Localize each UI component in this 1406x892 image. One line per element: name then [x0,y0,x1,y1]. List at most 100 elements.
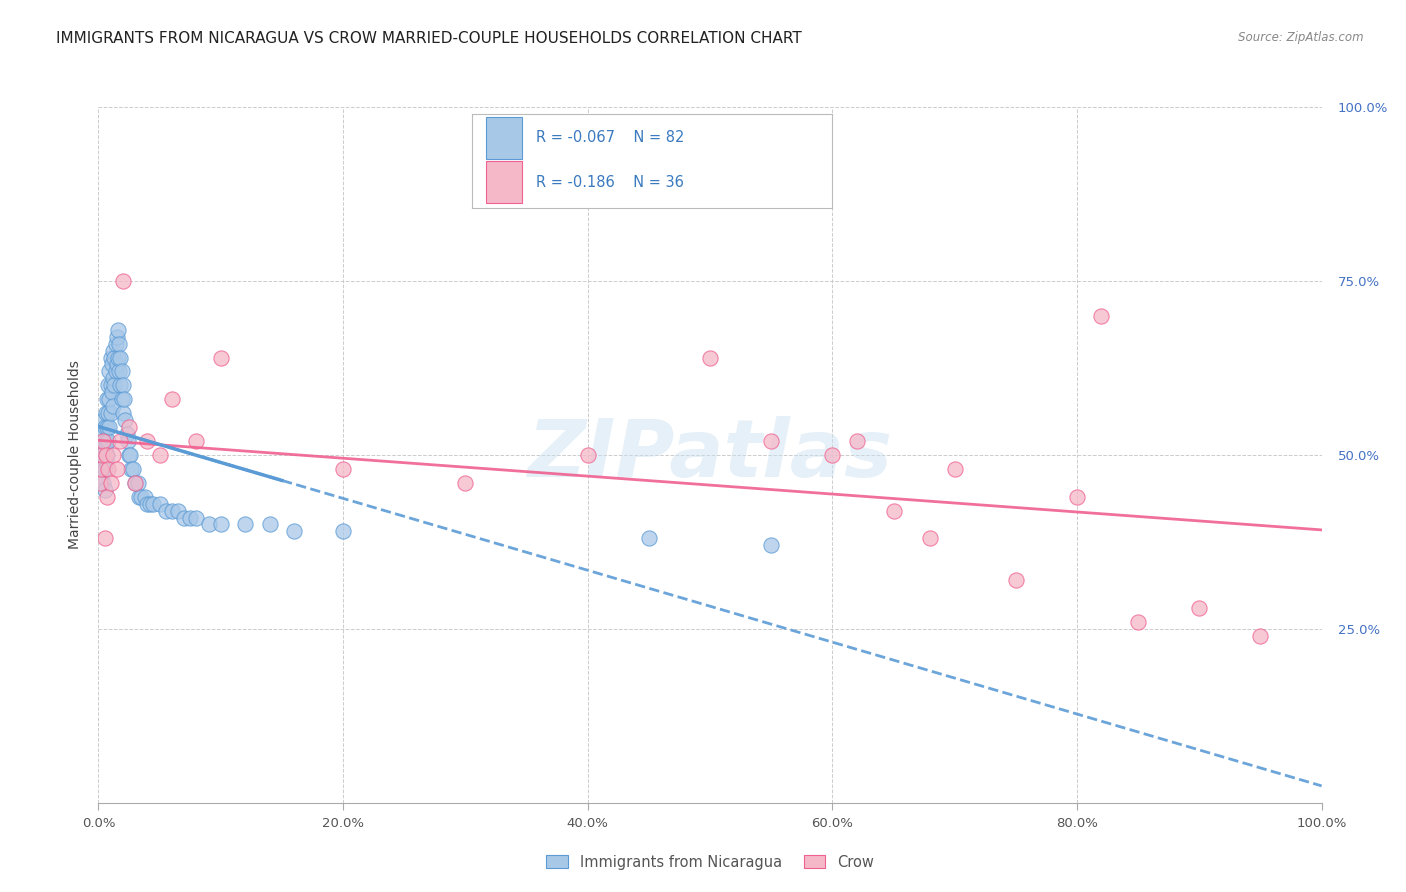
Legend: Immigrants from Nicaragua, Crow: Immigrants from Nicaragua, Crow [540,849,880,876]
Point [883,503,905,517]
Point [149,497,172,511]
Point [699,351,721,365]
Point [920,532,942,546]
Point [108,364,131,378]
Point [118,420,141,434]
Point [104,336,127,351]
Point [821,448,844,462]
Point [114,413,136,427]
Point [89,462,111,476]
Point [129,490,152,504]
Point [105,462,128,476]
Point [97,462,120,476]
Point [209,517,232,532]
Point [94,448,117,462]
Point [90,455,112,469]
Point [120,462,142,476]
Point [98,392,121,407]
Point [105,329,128,343]
Point [186,434,208,448]
Point [115,427,138,442]
Point [155,503,177,517]
Point [100,378,122,392]
Point [761,434,783,448]
Point [160,503,183,517]
Point [111,274,134,288]
Point [89,448,111,462]
Point [101,371,124,385]
Text: Source: ZipAtlas.com: Source: ZipAtlas.com [1239,31,1364,45]
Point [107,323,129,337]
Point [283,524,305,539]
Point [91,462,114,476]
Point [124,475,146,490]
Point [110,351,132,365]
Point [105,358,128,372]
Point [121,462,143,476]
Point [111,392,134,407]
Point [637,532,661,546]
Point [110,434,132,448]
Point [173,510,195,524]
Point [100,406,122,420]
Point [97,378,120,392]
Point [136,434,159,448]
Point [91,434,114,448]
Point [845,434,868,448]
Point [96,448,118,462]
Point [101,385,124,400]
Point [97,406,120,420]
Point [101,343,124,358]
Point [100,475,122,490]
Point [233,517,256,532]
Point [98,364,121,378]
Point [111,378,134,392]
Point [112,392,135,407]
Point [117,434,139,448]
Point [111,406,134,420]
Point [103,351,125,365]
Point [91,427,114,442]
Point [91,441,114,455]
Point [454,475,477,490]
Point [1188,601,1211,615]
Point [93,532,115,546]
Point [107,351,129,365]
Point [209,351,232,365]
Text: ZIPatlas: ZIPatlas [527,416,893,494]
Point [97,434,120,448]
Point [90,434,112,448]
Point [101,399,124,413]
Point [93,441,115,455]
Point [91,448,114,462]
Text: IMMIGRANTS FROM NICARAGUA VS CROW MARRIED-COUPLE HOUSEHOLDS CORRELATION CHART: IMMIGRANTS FROM NICARAGUA VS CROW MARRIE… [56,31,801,46]
Point [139,497,162,511]
Point [89,475,111,490]
Point [96,490,118,504]
Point [104,364,127,378]
Point [93,483,115,497]
Point [101,448,124,462]
Point [120,448,142,462]
Point [761,538,783,552]
Point [94,455,117,469]
Point [259,517,281,532]
Point [332,524,354,539]
Point [142,497,165,511]
Point [91,448,114,462]
Point [1004,573,1026,587]
Point [103,378,125,392]
Point [576,448,599,462]
Point [179,510,201,524]
Point [90,468,112,483]
Point [128,490,150,504]
Point [134,490,156,504]
Point [94,434,117,448]
Point [186,510,208,524]
Point [160,392,183,407]
Point [111,364,134,378]
Point [93,462,115,476]
Point [136,497,159,511]
Point [100,351,122,365]
Point [127,475,149,490]
